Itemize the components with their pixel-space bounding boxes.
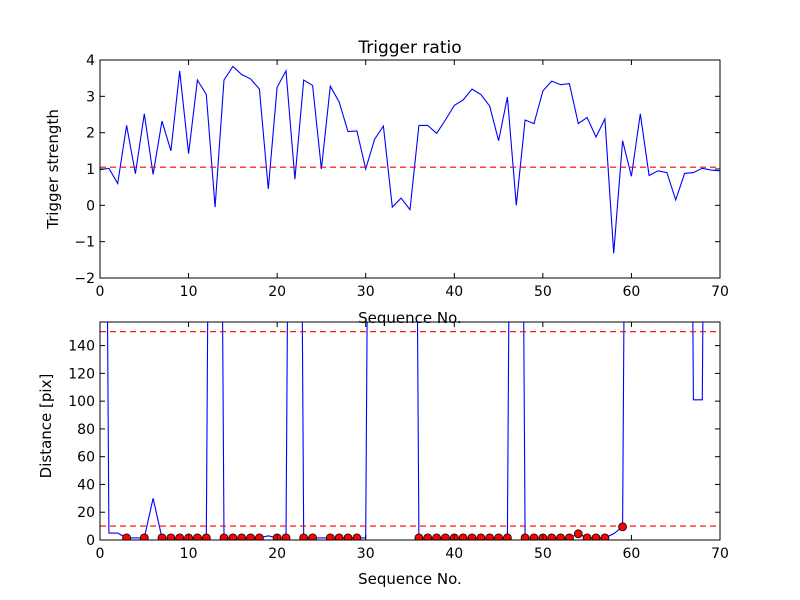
y-tick-label: 1	[86, 162, 95, 178]
data-point	[139, 533, 149, 540]
data-point	[157, 533, 167, 540]
data-point	[494, 533, 503, 540]
x-tick-label: 50	[534, 546, 552, 562]
y-tick-label: 0	[86, 533, 95, 549]
plot-area	[100, 65, 720, 254]
y-tick-label: 40	[77, 477, 95, 493]
data-point	[582, 533, 592, 540]
x-tick-label: 50	[534, 284, 552, 300]
data-point	[325, 533, 335, 540]
x-tick-label: 60	[623, 284, 641, 300]
y-axis-label: Distance [pix]	[37, 374, 55, 479]
data-point	[432, 533, 441, 540]
data-point	[299, 533, 309, 540]
axis-ticks: 0 10 20 30 40 50 60 70 −2 −1 0 1 2 3 4	[74, 53, 729, 300]
data-point	[565, 533, 574, 540]
data-point	[600, 533, 610, 540]
y-tick-label: −2	[74, 271, 95, 287]
y-tick-label: 100	[68, 394, 95, 410]
data-point	[618, 522, 627, 532]
y-tick-label: 80	[77, 422, 95, 438]
data-point	[308, 533, 317, 540]
chart-title: Trigger ratio	[357, 38, 461, 58]
x-tick-label: 70	[711, 284, 729, 300]
axes-frame	[99, 321, 721, 541]
data-point	[219, 533, 229, 540]
data-point	[228, 533, 238, 540]
y-axis-label: Trigger strength	[44, 109, 62, 230]
data-point	[529, 533, 539, 540]
data-point	[556, 533, 565, 540]
data-point	[166, 533, 176, 540]
data-point	[246, 533, 255, 540]
y-tick-label: 20	[77, 505, 95, 521]
x-tick-label: 40	[445, 284, 463, 300]
y-tick-label: 60	[77, 450, 95, 466]
x-tick-label: 40	[445, 546, 463, 562]
data-point	[423, 533, 433, 540]
data-point	[520, 533, 530, 540]
x-tick-label: 30	[357, 284, 375, 300]
y-tick-label: 4	[86, 53, 95, 69]
x-tick-label: 20	[268, 284, 286, 300]
y-tick-label: 3	[86, 89, 95, 105]
y-tick-label: 120	[68, 366, 95, 382]
data-point	[334, 533, 344, 540]
data-point	[467, 533, 477, 540]
data-point	[591, 533, 601, 540]
y-tick-label: 0	[86, 198, 95, 214]
y-tick-label: 2	[86, 126, 95, 142]
data-point	[343, 533, 353, 540]
x-tick-label: 20	[268, 546, 286, 562]
y-tick-label: 140	[68, 339, 95, 355]
x-tick-label: 0	[96, 546, 105, 562]
data-point	[281, 533, 291, 540]
x-tick-label: 30	[357, 546, 375, 562]
series-line	[100, 65, 720, 254]
data-point	[201, 533, 211, 540]
x-tick-label: 10	[180, 546, 198, 562]
data-point	[122, 533, 131, 540]
x-axis-label: Sequence No.	[358, 309, 462, 327]
x-tick-label: 10	[180, 284, 198, 300]
data-point	[485, 533, 495, 540]
distance-chart: 0 10 20 30 40 50 60 70 0 20 40 60 80 100 120 140 Sequen…	[37, 321, 729, 588]
data-point	[352, 533, 362, 540]
trigger-ratio-chart: Trigger ratio 0 10 20 30 40 50 60 70 −2 −1 0 1 2 3 4 S…	[44, 38, 729, 327]
x-axis-label: Sequence No.	[358, 570, 462, 588]
data-point	[503, 533, 512, 540]
data-point	[547, 533, 557, 540]
data-point	[476, 533, 486, 540]
plot-area	[100, 322, 720, 540]
data-point	[441, 533, 450, 540]
data-point	[237, 533, 247, 540]
data-point	[458, 533, 468, 540]
data-point	[175, 533, 185, 540]
axis-ticks: 0 10 20 30 40 50 60 70 0 20 40 60 80 100 120 140	[68, 322, 729, 562]
data-point	[414, 533, 424, 540]
y-tick-label: −1	[74, 235, 95, 251]
data-point	[573, 529, 583, 539]
data-point	[255, 533, 264, 540]
x-tick-label: 70	[711, 546, 729, 562]
data-point	[193, 533, 202, 540]
x-tick-label: 0	[96, 284, 105, 300]
x-tick-label: 60	[623, 546, 641, 562]
